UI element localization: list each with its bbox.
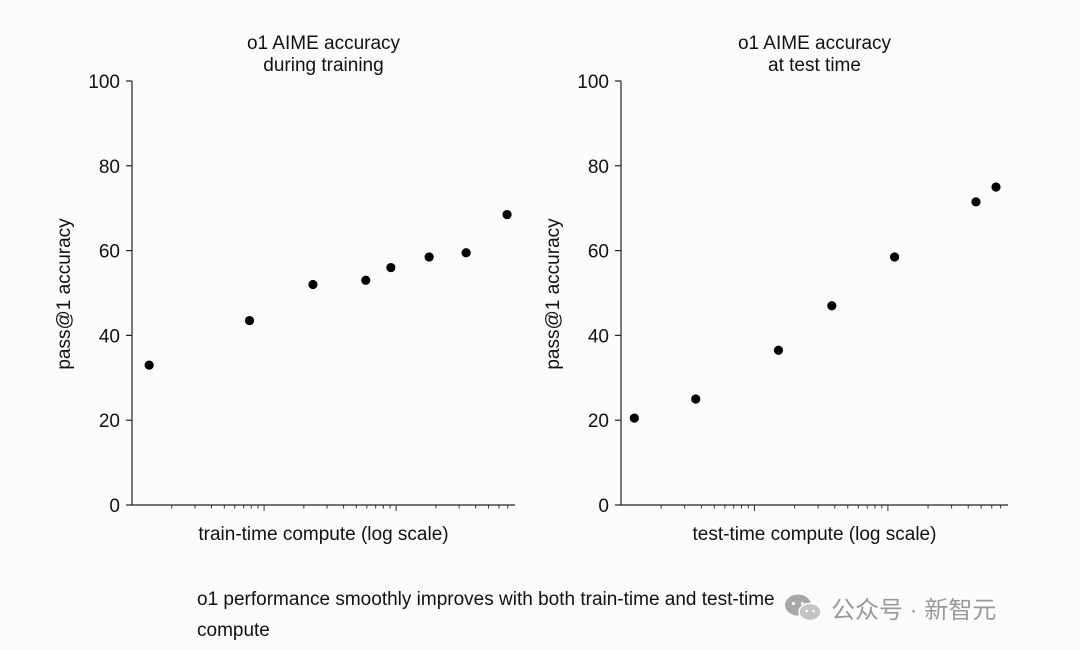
chart-2-title-line-2: at test time — [768, 55, 861, 76]
chart-1-point — [424, 252, 434, 262]
chart-1-title-line-1: o1 AIME accuracy — [247, 33, 401, 54]
chart-2-point — [773, 345, 784, 355]
chart-1-point — [361, 275, 371, 285]
chart-2-x-axis-label: test-time compute (log scale) — [693, 524, 937, 545]
chart-1-y-tick-label: 20 — [99, 411, 120, 432]
chart-2-point — [629, 413, 639, 423]
chart-1-y-tick-label: 100 — [88, 72, 120, 93]
chart-1-y-axis-label: pass@1 accuracy — [54, 218, 75, 370]
chart-1-y-tick-label: 60 — [99, 242, 120, 263]
chart-1-point — [144, 360, 154, 370]
chart-2-point — [827, 301, 837, 311]
chart-1-y-tick-label: 0 — [109, 496, 120, 517]
chart-2-y-tick-label: 40 — [588, 326, 609, 347]
chart-2-point — [691, 394, 701, 404]
watermark: 公众号 · 新智元 — [783, 590, 996, 625]
watermark-text: 公众号 · 新智元 — [831, 597, 997, 624]
chart-1-point — [244, 315, 255, 326]
chart-2-title-line-1: o1 AIME accuracy — [738, 33, 892, 54]
chart-2-y-axis-label: pass@1 accuracy — [543, 218, 564, 370]
chart-2-y-tick-label: 20 — [588, 411, 609, 432]
figure-caption: o1 performance smoothly improves with bo… — [197, 589, 775, 641]
chart-1-title-line-2: during training — [263, 55, 383, 76]
chart-1-y-tick-label: 40 — [99, 326, 120, 347]
chart-2-y-tick-label: 100 — [577, 72, 609, 93]
chart-1-point — [502, 209, 512, 220]
chart-2-y-tick-label: 60 — [588, 242, 609, 263]
chart-1-point — [386, 262, 396, 273]
chart-2-point — [991, 182, 1001, 192]
chart-1-point — [461, 248, 471, 258]
wechat-icon — [785, 594, 822, 621]
chart-2-y-tick-label: 80 — [588, 157, 609, 178]
chart-1-point — [308, 279, 318, 290]
chart-2-point — [971, 197, 981, 207]
chart-1-y-tick-label: 80 — [99, 157, 120, 178]
chart-2-y-tick-label: 0 — [598, 496, 609, 517]
chart-1-x-axis-label: train-time compute (log scale) — [198, 524, 448, 545]
chart-2-point — [889, 252, 900, 262]
